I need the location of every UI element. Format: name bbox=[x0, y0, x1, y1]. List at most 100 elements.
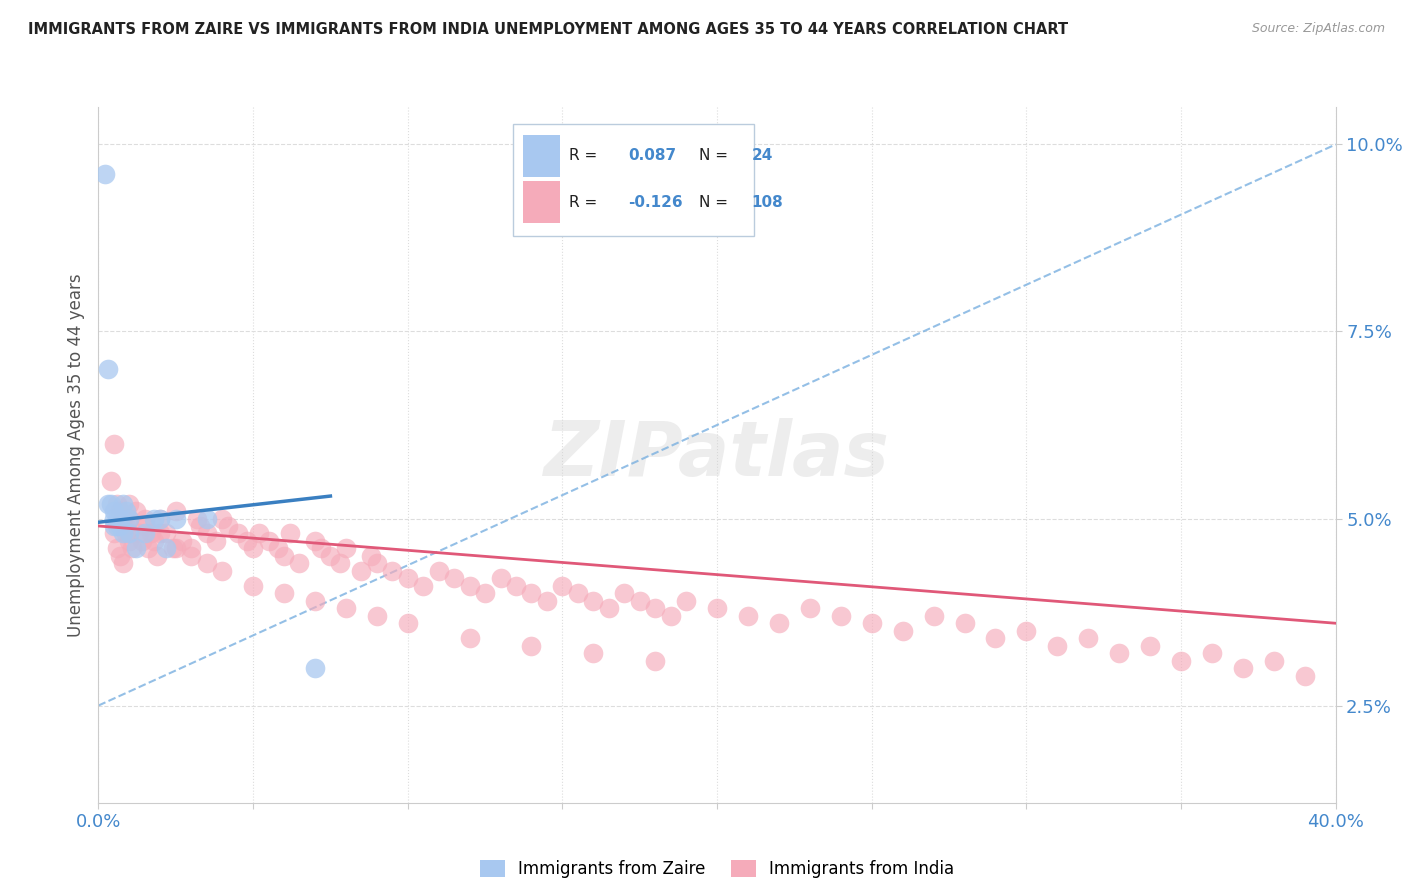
Point bbox=[1015, 624, 1038, 638]
Point bbox=[644, 601, 666, 615]
Point bbox=[443, 571, 465, 585]
Point bbox=[309, 541, 332, 556]
Point bbox=[598, 601, 620, 615]
Point bbox=[165, 511, 187, 525]
Point bbox=[118, 497, 141, 511]
Point bbox=[1294, 668, 1316, 682]
Point bbox=[304, 533, 326, 548]
Point bbox=[118, 526, 141, 541]
Point bbox=[155, 541, 177, 556]
Point bbox=[195, 557, 218, 571]
Y-axis label: Unemployment Among Ages 35 to 44 years: Unemployment Among Ages 35 to 44 years bbox=[66, 273, 84, 637]
Point bbox=[170, 533, 193, 548]
Point bbox=[97, 497, 120, 511]
Point bbox=[217, 519, 239, 533]
Legend: Immigrants from Zaire, Immigrants from India: Immigrants from Zaire, Immigrants from I… bbox=[474, 854, 960, 885]
Point bbox=[149, 526, 172, 541]
Point bbox=[162, 541, 184, 556]
Point bbox=[706, 601, 728, 615]
Point bbox=[108, 549, 131, 563]
Point bbox=[381, 564, 404, 578]
Text: N =: N = bbox=[699, 194, 733, 210]
Point bbox=[143, 511, 166, 525]
Point bbox=[628, 594, 651, 608]
Point bbox=[335, 601, 357, 615]
Point bbox=[613, 586, 636, 600]
Point bbox=[1201, 646, 1223, 660]
Point bbox=[100, 474, 122, 488]
Point bbox=[536, 594, 558, 608]
Point bbox=[190, 519, 212, 533]
Point bbox=[93, 167, 115, 181]
Point bbox=[180, 541, 202, 556]
Point bbox=[186, 511, 208, 525]
Text: 0.087: 0.087 bbox=[628, 148, 676, 163]
Point bbox=[134, 519, 156, 533]
Point bbox=[112, 526, 135, 541]
Point bbox=[211, 564, 233, 578]
Point bbox=[891, 624, 914, 638]
Text: N =: N = bbox=[699, 148, 733, 163]
Point bbox=[922, 608, 945, 623]
Point bbox=[267, 541, 290, 556]
Text: -0.126: -0.126 bbox=[628, 194, 682, 210]
Point bbox=[335, 541, 357, 556]
Point bbox=[115, 526, 138, 541]
Text: 24: 24 bbox=[752, 148, 773, 163]
Bar bbox=[523, 181, 560, 223]
Point bbox=[737, 608, 759, 623]
Point bbox=[165, 541, 187, 556]
Point bbox=[115, 504, 138, 518]
Point bbox=[644, 654, 666, 668]
Point bbox=[319, 549, 342, 563]
Point bbox=[105, 541, 128, 556]
Point bbox=[953, 616, 976, 631]
Point bbox=[278, 526, 301, 541]
Point bbox=[103, 511, 125, 525]
Point bbox=[143, 533, 166, 548]
Point bbox=[458, 579, 481, 593]
Point bbox=[139, 526, 162, 541]
Point bbox=[112, 511, 135, 525]
Point bbox=[505, 579, 527, 593]
Text: Source: ZipAtlas.com: Source: ZipAtlas.com bbox=[1251, 22, 1385, 36]
Point bbox=[551, 579, 574, 593]
Point bbox=[768, 616, 790, 631]
Point bbox=[1108, 646, 1130, 660]
Text: R =: R = bbox=[568, 194, 602, 210]
Point bbox=[304, 594, 326, 608]
Point bbox=[103, 436, 125, 450]
Point bbox=[1263, 654, 1285, 668]
Point bbox=[1139, 639, 1161, 653]
Point bbox=[242, 541, 264, 556]
Point bbox=[105, 497, 128, 511]
Point bbox=[396, 616, 419, 631]
Point bbox=[247, 526, 270, 541]
Point bbox=[350, 564, 373, 578]
Point bbox=[366, 557, 388, 571]
Point bbox=[105, 519, 128, 533]
Point bbox=[273, 586, 295, 600]
Point bbox=[329, 557, 352, 571]
Text: R =: R = bbox=[568, 148, 602, 163]
Point bbox=[165, 504, 187, 518]
Point bbox=[115, 519, 138, 533]
Point bbox=[112, 497, 135, 511]
Point bbox=[118, 511, 141, 525]
Point bbox=[458, 631, 481, 645]
Point bbox=[396, 571, 419, 585]
Point bbox=[520, 639, 543, 653]
Text: ZIPatlas: ZIPatlas bbox=[544, 418, 890, 491]
Point bbox=[131, 533, 153, 548]
Point bbox=[211, 511, 233, 525]
Point bbox=[195, 526, 218, 541]
Point bbox=[273, 549, 295, 563]
Point bbox=[108, 504, 131, 518]
Point bbox=[124, 504, 146, 518]
Point bbox=[288, 557, 311, 571]
Point bbox=[236, 533, 259, 548]
Point bbox=[799, 601, 821, 615]
Text: IMMIGRANTS FROM ZAIRE VS IMMIGRANTS FROM INDIA UNEMPLOYMENT AMONG AGES 35 TO 44 : IMMIGRANTS FROM ZAIRE VS IMMIGRANTS FROM… bbox=[28, 22, 1069, 37]
Point bbox=[427, 564, 450, 578]
Point bbox=[118, 533, 141, 548]
